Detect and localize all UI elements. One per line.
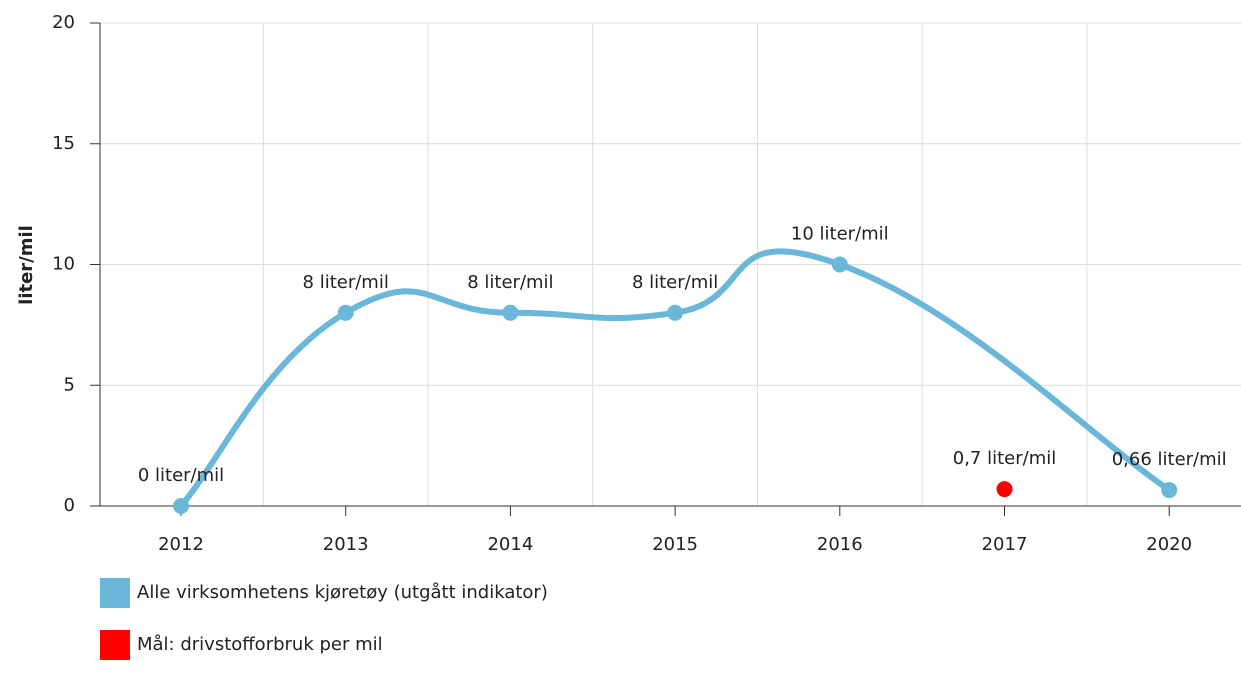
y-tick-label: 15 — [52, 133, 75, 154]
data-label: 8 liter/mil — [467, 272, 553, 293]
x-tick-label: 2015 — [652, 534, 698, 555]
data-point — [1161, 482, 1178, 499]
data-label: 0,7 liter/mil — [953, 448, 1056, 469]
data-label: 10 liter/mil — [791, 224, 889, 245]
y-tick-label: 10 — [52, 254, 75, 275]
x-tick-label: 2012 — [158, 534, 204, 555]
data-point — [173, 498, 189, 514]
data-label: 8 liter/mil — [303, 272, 389, 293]
data-point — [502, 304, 519, 321]
data-label: 8 liter/mil — [632, 272, 718, 293]
y-tick-label: 20 — [52, 12, 75, 33]
x-tick-label: 2013 — [323, 534, 369, 555]
data-label: 0 liter/mil — [138, 465, 224, 486]
data-point — [667, 304, 684, 321]
y-axis-title: liter/mil — [16, 225, 37, 305]
legend-swatch — [100, 578, 130, 608]
legend-swatch — [100, 630, 130, 660]
x-tick-label: 2020 — [1146, 534, 1192, 555]
x-tick-label: 2016 — [817, 534, 863, 555]
y-tick-label: 0 — [64, 495, 75, 516]
data-label: 0,66 liter/mil — [1112, 449, 1227, 470]
data-point — [831, 256, 848, 273]
legend-label: Alle virksomhetens kjøretøy (utgått indi… — [137, 582, 548, 603]
series-line — [178, 248, 1173, 509]
legend-label: Mål: drivstofforbruk per mil — [137, 634, 383, 655]
data-point — [996, 481, 1013, 498]
data-point — [337, 304, 354, 321]
x-tick-label: 2017 — [982, 534, 1028, 555]
y-tick-label: 5 — [64, 374, 75, 395]
x-tick-label: 2014 — [487, 534, 533, 555]
